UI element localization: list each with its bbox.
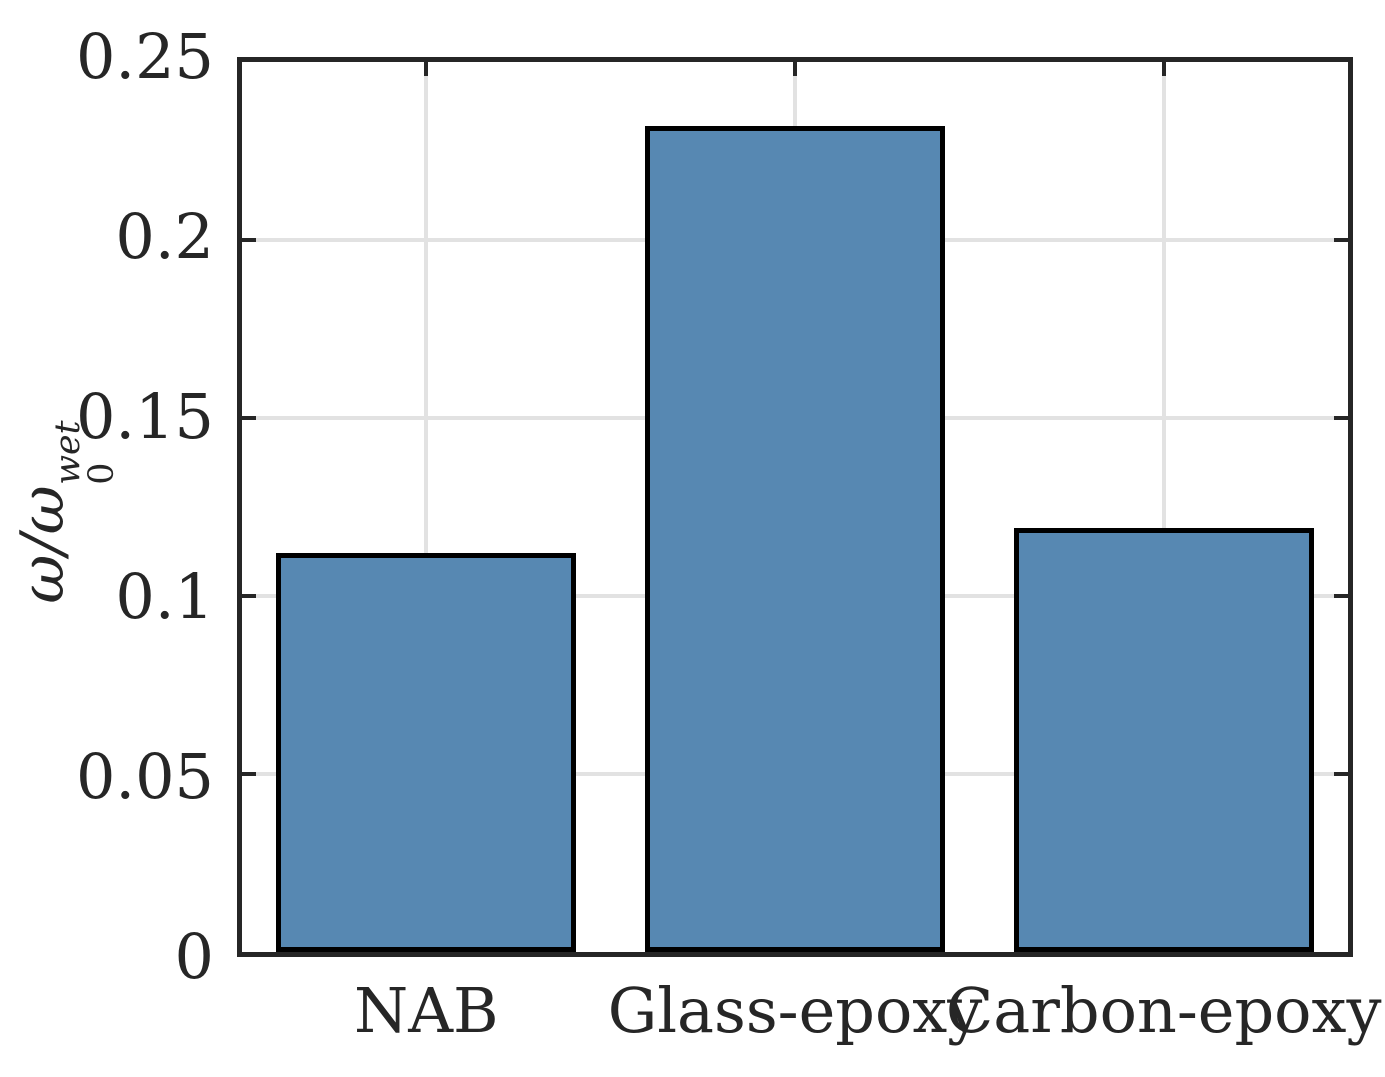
y-tick-mark-left [242,594,256,598]
bar-carbon-epoxy [1013,528,1314,952]
x-tick-label: NAB [354,974,499,1047]
y-tick-label: 0.25 [75,20,214,93]
y-tick-label: 0.15 [75,380,214,453]
y-tick-label: 0.1 [115,560,214,633]
y-tick-label: 0 [174,920,214,993]
y-axis-label-subscript: 0 [82,462,123,485]
y-tick-label: 0.05 [75,740,214,813]
y-tick-mark-right [1334,238,1348,242]
y-tick-mark-left [242,772,256,776]
x-tick-label: Carbon-epoxy [945,974,1382,1047]
y-tick-mark-right [1334,416,1348,420]
gridline-vertical [1161,62,1166,952]
y-tick-mark-left [242,238,256,242]
plot-area [237,57,1353,957]
x-tick-mark-top [793,62,797,76]
y-tick-mark-right [1334,594,1348,598]
bar-glass-epoxy [645,126,945,952]
x-tick-mark-top [1161,62,1166,76]
gridline-vertical [424,62,429,952]
bar-nab [276,553,577,952]
y-tick-mark-right [1334,772,1348,776]
x-tick-mark-top [424,62,429,76]
y-tick-mark-left [242,416,256,420]
x-tick-label: Glass-epoxy [607,974,983,1047]
y-tick-label: 0.2 [115,200,214,273]
